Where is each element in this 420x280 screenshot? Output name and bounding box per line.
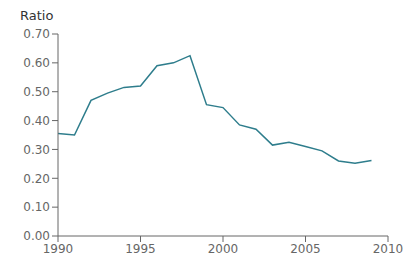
svg-text:1990: 1990: [43, 242, 74, 256]
svg-text:0.70: 0.70: [23, 27, 50, 41]
svg-text:0.30: 0.30: [23, 143, 50, 157]
svg-text:0.20: 0.20: [23, 172, 50, 186]
svg-text:0.10: 0.10: [23, 200, 50, 214]
html-text:Ratio: Ratio: [20, 8, 54, 23]
svg-text:2010: 2010: [373, 242, 404, 256]
svg-text:0.40: 0.40: [23, 114, 50, 128]
svg-text:0.60: 0.60: [23, 56, 50, 70]
svg-text:1995: 1995: [125, 242, 156, 256]
svg-text:0.50: 0.50: [23, 85, 50, 99]
svg-text:2000: 2000: [208, 242, 239, 256]
svg-text:2005: 2005: [290, 242, 321, 256]
svg-text:0.00: 0.00: [23, 229, 50, 243]
